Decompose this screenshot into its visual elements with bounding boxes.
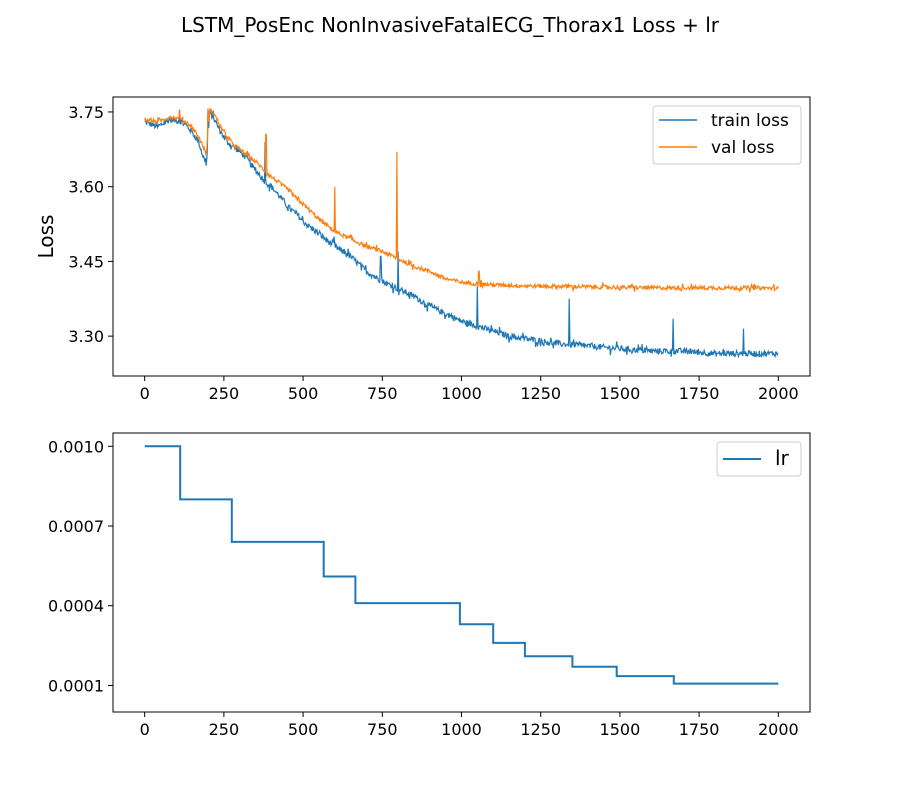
legend-label: train loss: [711, 111, 789, 131]
plot-area: [144, 445, 779, 685]
y-tick-label: 0.0004: [48, 597, 104, 616]
x-tick-label: 1750: [679, 384, 720, 403]
x-tick-label: 0: [140, 720, 150, 739]
y-tick-label: 3.30: [68, 327, 104, 346]
y-axis-label: Loss: [34, 215, 58, 259]
x-tick-label: 1500: [600, 384, 641, 403]
x-tick-label: 2000: [758, 720, 799, 739]
x-tick-label: 250: [209, 720, 240, 739]
y-tick-label: 0.0001: [48, 676, 104, 695]
loss-axes: 0 250 500 750 1000 1250 1500 1750 2000 3.30 3.45 3.…: [34, 96, 811, 403]
x-tick-label: 0: [140, 384, 150, 403]
figure-title: LSTM_PosEnc NonInvasiveFatalECG_Thorax1 …: [181, 13, 720, 37]
plot-area: [144, 108, 779, 359]
x-tick-label: 2000: [758, 384, 799, 403]
legend: train loss val loss: [652, 105, 802, 165]
x-tick-label: 1250: [520, 720, 561, 739]
x-tick-label: 500: [288, 384, 319, 403]
lr-axes: 0 250 500 750 1000 1250 1500 1750 2000 0.0001 0.00…: [48, 432, 811, 739]
x-tick-label: 750: [367, 720, 398, 739]
series-line-lr: [144, 445, 779, 685]
legend-label: lr: [775, 446, 790, 470]
series-line-val-loss: [144, 108, 779, 293]
x-tick-label: 250: [209, 384, 240, 403]
x-tick-label: 500: [288, 720, 319, 739]
y-tick-label: 0.0010: [48, 437, 104, 456]
x-tick-label: 1000: [441, 720, 482, 739]
x-tick-label: 1750: [679, 720, 720, 739]
x-tick-label: 750: [367, 384, 398, 403]
x-tick-label: 1500: [600, 720, 641, 739]
legend: lr: [716, 441, 802, 477]
series-line-train-loss: [144, 109, 779, 359]
x-tick-label: 1250: [520, 384, 561, 403]
y-tick-label: 3.45: [68, 252, 104, 271]
legend-label: val loss: [711, 138, 775, 158]
y-tick-label: 0.0007: [48, 517, 104, 536]
axes-frame: [112, 432, 811, 713]
x-tick-label: 1000: [441, 384, 482, 403]
y-tick-label: 3.75: [68, 103, 104, 122]
y-tick-label: 3.60: [68, 178, 104, 197]
